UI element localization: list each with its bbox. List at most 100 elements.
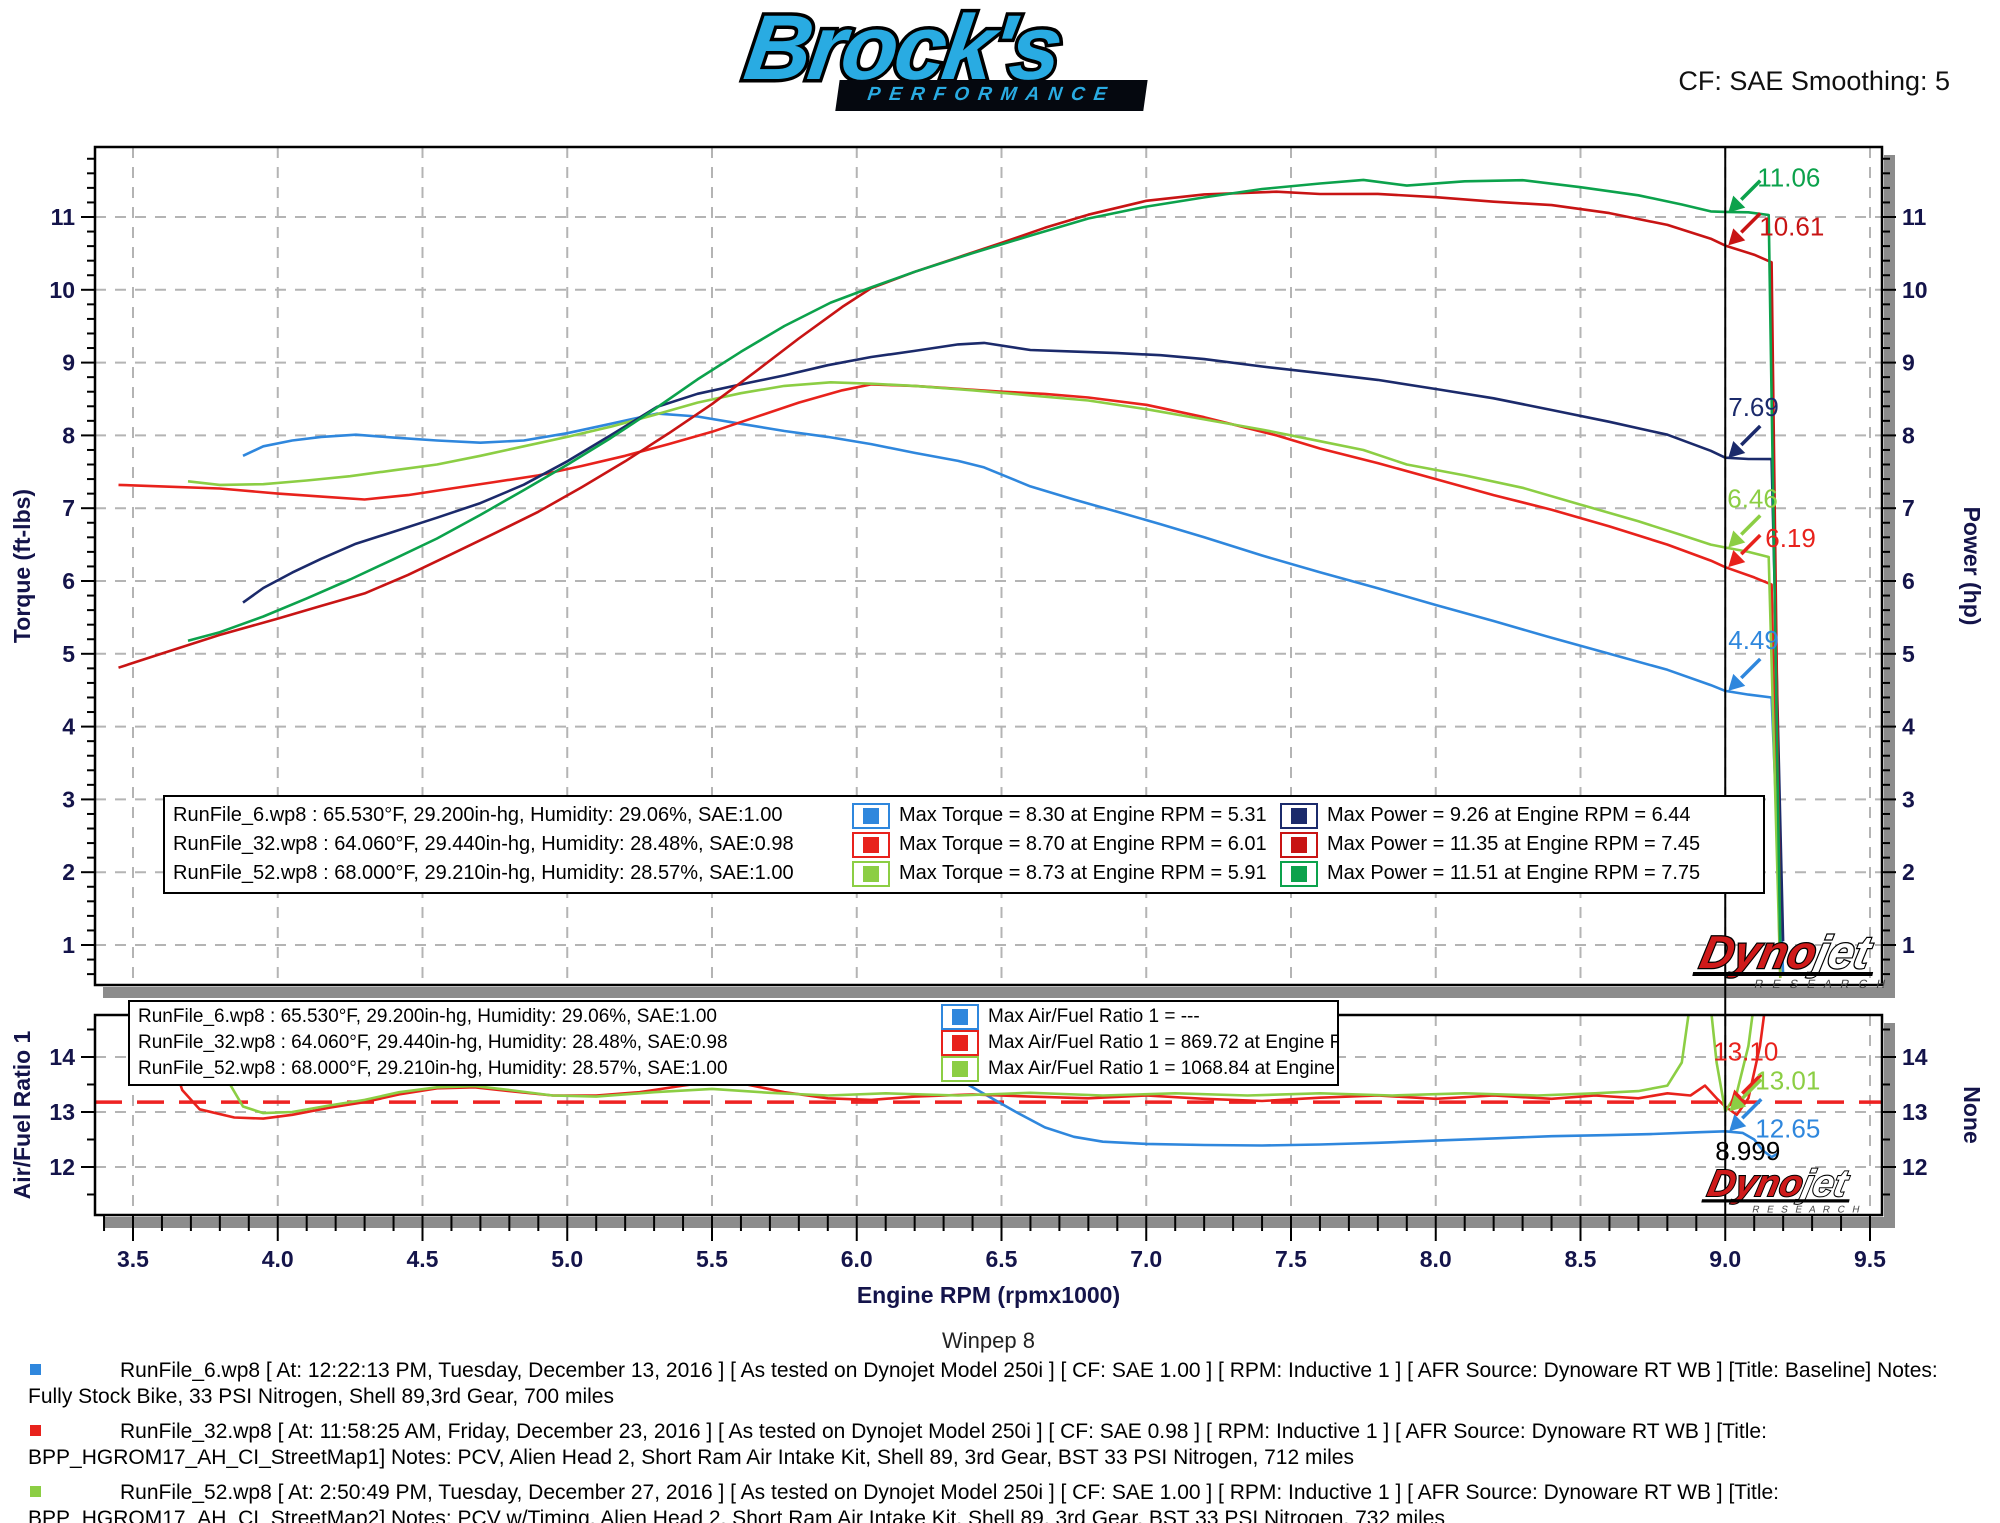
svg-text:6.0: 6.0 xyxy=(841,1246,873,1272)
run-note: RunFile_6.wp8 [ At: 12:22:13 PM, Tuesday… xyxy=(28,1358,1980,1410)
none-axis-title: None xyxy=(1959,1086,1985,1144)
afr-curve-RunFile_6.wp8 xyxy=(957,1077,1779,1159)
afr-swatch-icon xyxy=(941,1030,979,1056)
svg-text:4: 4 xyxy=(1902,714,1915,740)
torque-swatch-icon xyxy=(852,831,890,858)
run-color-icon xyxy=(30,1425,41,1436)
afr-axis-title: Air/Fuel Ratio 1 xyxy=(9,1030,35,1199)
cursor-rpm-readout: 8.999 xyxy=(1715,1136,1780,1166)
max-torque: Max Torque = 8.30 at Engine RPM = 5.31 xyxy=(899,804,1267,826)
cursor-value-label: 7.69 xyxy=(1728,392,1779,422)
plot-shadow xyxy=(1884,155,1895,996)
max-afr: Max Air/Fuel Ratio 1 = 1068.84 at Engine… xyxy=(988,1058,1337,1079)
svg-text:7: 7 xyxy=(1902,495,1915,521)
max-power: Max Power = 9.26 at Engine RPM = 6.44 xyxy=(1327,804,1691,826)
logo-subtext: PERFORMANCE xyxy=(835,80,1148,111)
svg-text:6: 6 xyxy=(1902,568,1915,594)
run-note: RunFile_32.wp8 [ At: 11:58:25 AM, Friday… xyxy=(28,1419,1980,1471)
svg-text:1: 1 xyxy=(1902,932,1915,958)
legend-row: RunFile_52.wp8 : 68.000°F, 29.210in-hg, … xyxy=(130,1056,1337,1082)
run-info: RunFile_52.wp8 : 68.000°F, 29.210in-hg, … xyxy=(173,862,794,884)
svg-text:9: 9 xyxy=(1902,350,1915,376)
max-afr: Max Air/Fuel Ratio 1 = 869.72 at Engine … xyxy=(988,1032,1337,1053)
run-info: RunFile_6.wp8 : 65.530°F, 29.200in-hg, H… xyxy=(138,1006,717,1027)
run-info: RunFile_32.wp8 : 64.060°F, 29.440in-hg, … xyxy=(138,1032,728,1053)
svg-text:8.0: 8.0 xyxy=(1420,1246,1452,1272)
plot-shadow xyxy=(103,1217,1895,1228)
x-axis-title: Engine RPM (rpmx1000) xyxy=(857,1282,1120,1308)
cursor-value-label: 6.46 xyxy=(1727,484,1778,514)
cursor-value-label: 6.19 xyxy=(1765,523,1816,553)
run-note: RunFile_52.wp8 [ At: 2:50:49 PM, Tuesday… xyxy=(28,1480,1980,1523)
legend-row: RunFile_32.wp8 : 64.060°F, 29.440in-hg, … xyxy=(130,1030,1337,1056)
power-curve-RunFile_52.wp8 xyxy=(187,178,1782,948)
smoothing-label: CF: SAE Smoothing: 5 xyxy=(1678,66,1950,96)
svg-text:4: 4 xyxy=(62,714,75,740)
svg-text:8: 8 xyxy=(1902,422,1915,448)
plot-shadow xyxy=(103,987,1895,998)
svg-text:3: 3 xyxy=(62,786,75,812)
winpep-caption: Winpep 8 xyxy=(942,1328,1035,1353)
svg-text:9.5: 9.5 xyxy=(1854,1246,1886,1272)
svg-text:3: 3 xyxy=(1902,786,1915,812)
cursor-value-label: 13.01 xyxy=(1755,1065,1820,1095)
svg-text:R E S E A R C H: R E S E A R C H xyxy=(1751,1204,1863,1215)
svg-text:7: 7 xyxy=(62,495,75,521)
afr-curve-RunFile_32.wp8 xyxy=(158,1016,1766,1120)
svg-text:7.5: 7.5 xyxy=(1275,1246,1307,1272)
svg-text:2: 2 xyxy=(62,859,75,885)
svg-text:4.5: 4.5 xyxy=(407,1246,439,1272)
torque-curve-RunFile_6.wp8 xyxy=(242,412,1785,975)
power-axis-title: Power (hp) xyxy=(1959,507,1985,626)
cursor-value-label: 13.10 xyxy=(1713,1037,1778,1067)
svg-text:12: 12 xyxy=(49,1154,75,1180)
run-info: RunFile_6.wp8 : 65.530°F, 29.200in-hg, H… xyxy=(173,804,783,826)
max-power: Max Power = 11.35 at Engine RPM = 7.45 xyxy=(1327,833,1701,855)
afr-curve-RunFile_52.wp8 xyxy=(205,1016,1754,1115)
svg-text:9.0: 9.0 xyxy=(1709,1246,1741,1272)
svg-text:13: 13 xyxy=(49,1099,75,1125)
note-text: RunFile_52.wp8 [ At: 2:50:49 PM, Tuesday… xyxy=(28,1481,1780,1523)
legend-row: RunFile_6.wp8 : 65.530°F, 29.200in-hg, H… xyxy=(165,801,1763,830)
run-color-icon xyxy=(30,1364,41,1375)
afr-swatch-icon xyxy=(941,1056,979,1082)
svg-text:5.5: 5.5 xyxy=(696,1246,728,1272)
plot-shadow xyxy=(1884,1023,1895,1226)
svg-text:Dynojet: Dynojet xyxy=(1696,926,1878,977)
svg-text:6.5: 6.5 xyxy=(986,1246,1018,1272)
svg-text:7.0: 7.0 xyxy=(1130,1246,1162,1272)
svg-text:3.5: 3.5 xyxy=(117,1246,149,1272)
max-afr: Max Air/Fuel Ratio 1 = --- xyxy=(988,1006,1200,1027)
legend-row: RunFile_6.wp8 : 65.530°F, 29.200in-hg, H… xyxy=(130,1004,1337,1030)
cursor-value-label: 10.61 xyxy=(1759,211,1824,241)
svg-text:5: 5 xyxy=(1902,641,1915,667)
afr-swatch-icon xyxy=(941,1004,979,1030)
svg-text:8: 8 xyxy=(62,422,75,448)
torque-curve-RunFile_52.wp8 xyxy=(187,380,1782,978)
torque-swatch-icon xyxy=(852,860,890,887)
cursor-value-label: 4.49 xyxy=(1728,625,1779,655)
svg-text:8.5: 8.5 xyxy=(1565,1246,1597,1272)
power-swatch-icon xyxy=(1280,802,1318,829)
torque-axis-title: Torque (ft-lbs) xyxy=(9,489,35,643)
max-torque: Max Torque = 8.70 at Engine RPM = 6.01 xyxy=(899,833,1267,855)
note-text: RunFile_32.wp8 [ At: 11:58:25 AM, Friday… xyxy=(28,1420,1767,1469)
max-power: Max Power = 11.51 at Engine RPM = 7.75 xyxy=(1327,862,1701,884)
svg-text:5.0: 5.0 xyxy=(551,1246,583,1272)
svg-text:1: 1 xyxy=(62,932,75,958)
torque-power-legend: RunFile_6.wp8 : 65.530°F, 29.200in-hg, H… xyxy=(163,795,1765,894)
power-swatch-icon xyxy=(1280,860,1318,887)
run-info: RunFile_32.wp8 : 64.060°F, 29.440in-hg, … xyxy=(173,833,794,855)
power-swatch-icon xyxy=(1280,831,1318,858)
cursor-value-label: 12.65 xyxy=(1755,1113,1820,1143)
run-info: RunFile_52.wp8 : 68.000°F, 29.210in-hg, … xyxy=(138,1058,728,1079)
svg-text:14: 14 xyxy=(1902,1044,1928,1070)
svg-text:11: 11 xyxy=(51,204,76,230)
svg-text:12: 12 xyxy=(1902,1154,1928,1180)
legend-row: RunFile_52.wp8 : 68.000°F, 29.210in-hg, … xyxy=(165,859,1763,888)
svg-text:5: 5 xyxy=(62,641,75,667)
svg-text:4.0: 4.0 xyxy=(262,1246,294,1272)
